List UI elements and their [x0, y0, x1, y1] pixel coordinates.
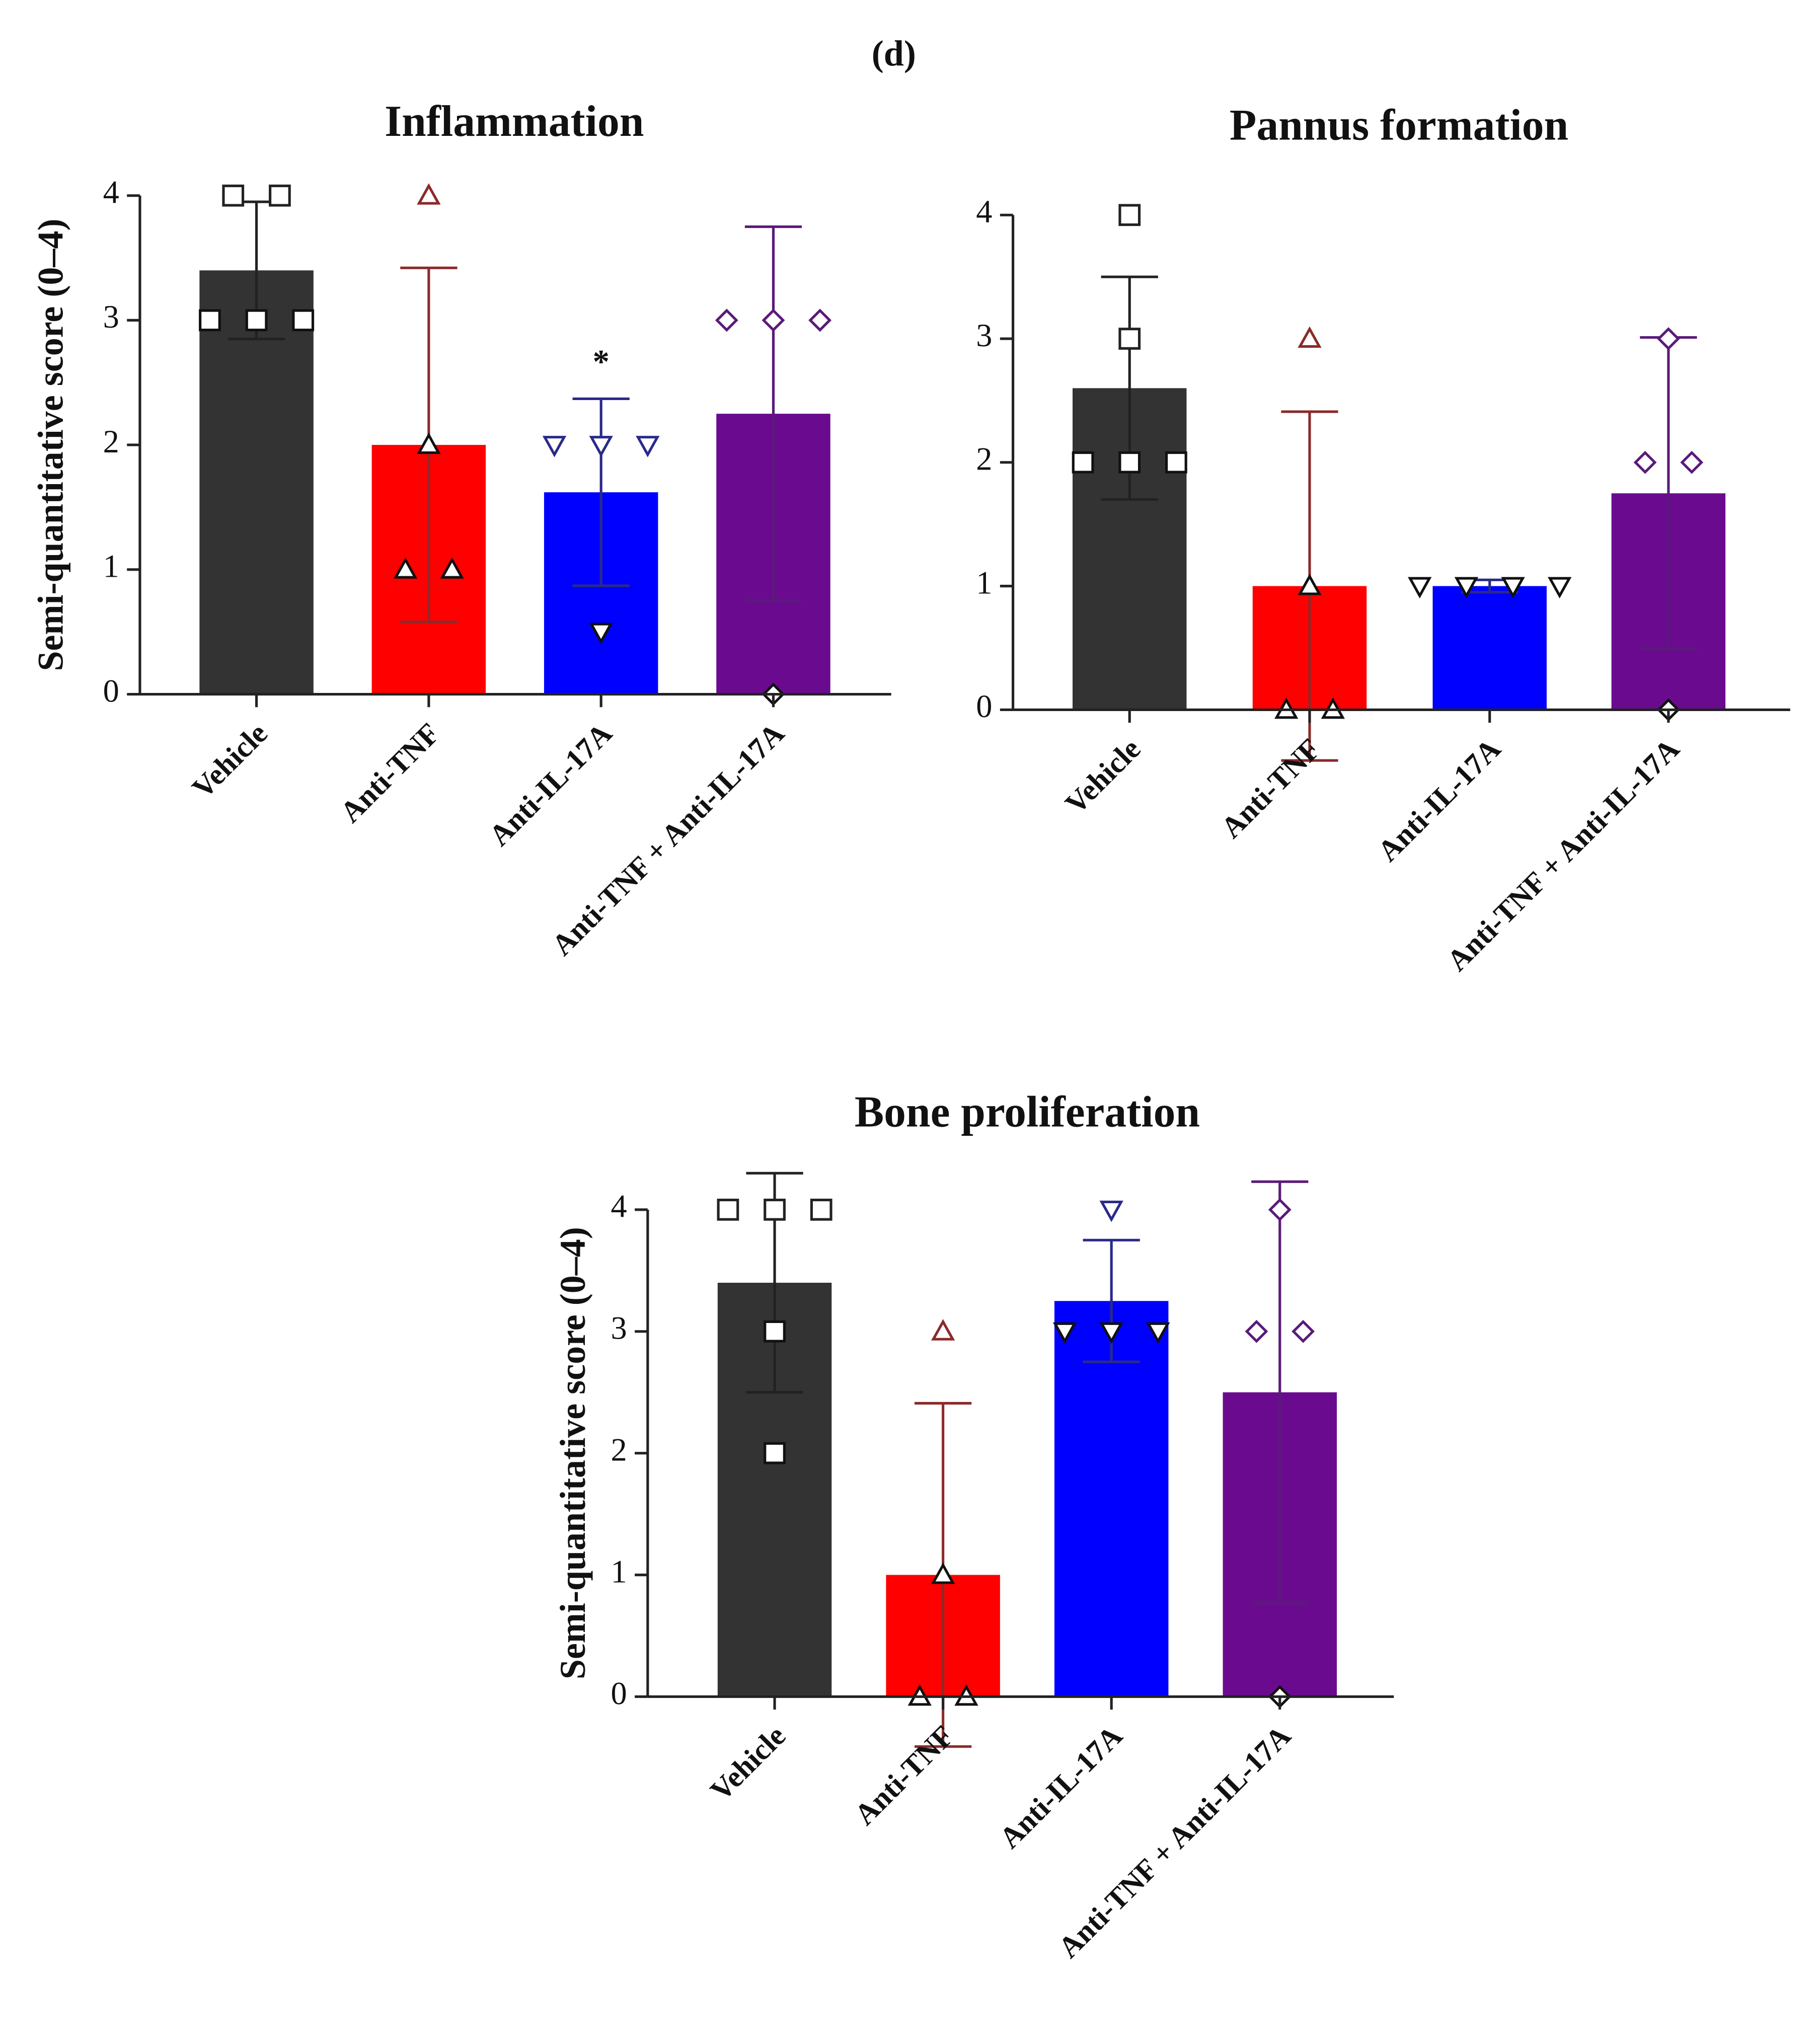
bar — [1432, 586, 1547, 710]
data-point — [1656, 327, 1680, 350]
data-point — [542, 436, 567, 457]
data-point — [1118, 204, 1141, 226]
x-tick-label: Anti-IL-17A — [483, 717, 619, 852]
x-tick-label: Anti-TNF — [848, 1719, 960, 1831]
data-point — [1268, 1198, 1292, 1221]
annotation: * — [592, 343, 609, 380]
data-point — [808, 308, 832, 332]
x-tick-label: Vehicle — [186, 717, 274, 805]
chart-title: Bone proliferation — [855, 1087, 1200, 1136]
data-point — [1072, 451, 1094, 474]
data-point — [589, 622, 613, 645]
data-point — [269, 184, 291, 207]
data-point — [1099, 1322, 1123, 1344]
y-tick-label: 1 — [976, 565, 992, 600]
y-tick-label: 3 — [976, 318, 992, 353]
chart-title: Pannus formation — [1230, 100, 1568, 149]
data-point — [393, 557, 418, 579]
data-point — [199, 309, 221, 332]
y-tick-label: 0 — [611, 1675, 627, 1711]
data-point — [245, 309, 268, 332]
data-point — [931, 1319, 955, 1341]
x-tick-label: Anti-TNF — [1215, 732, 1327, 844]
x-tick-label: Vehicle — [704, 1719, 792, 1807]
data-point — [636, 436, 660, 457]
data-point — [1146, 1322, 1170, 1344]
x-tick-label: Anti-IL-17A — [1371, 732, 1507, 868]
data-point — [717, 1198, 739, 1221]
y-tick-label: 4 — [976, 194, 992, 229]
data-point — [1099, 1200, 1123, 1222]
data-point — [440, 557, 464, 579]
panel-label: (d) — [872, 33, 916, 73]
data-point — [1118, 451, 1141, 474]
y-tick-label: 0 — [976, 688, 992, 724]
chart-title: Inflammation — [385, 97, 644, 145]
data-point — [417, 432, 441, 454]
x-tick-label: Anti-TNF — [334, 717, 446, 829]
x-tick-label: Vehicle — [1058, 732, 1147, 820]
y-tick-label: 2 — [611, 1432, 627, 1467]
data-point — [1245, 1319, 1268, 1343]
data-point — [417, 183, 441, 205]
data-point — [1680, 450, 1704, 474]
data-point — [1298, 574, 1322, 595]
data-point — [1548, 577, 1572, 599]
data-point — [1165, 451, 1187, 474]
y-tick-label: 4 — [611, 1189, 627, 1224]
y-tick-label: 0 — [103, 673, 119, 709]
y-axis-label: Semi-quantitative score (0–4) — [553, 1227, 593, 1679]
data-point — [589, 436, 613, 457]
data-point — [1633, 450, 1657, 474]
data-point — [1408, 577, 1432, 599]
y-tick-label: 3 — [103, 299, 119, 335]
data-point — [1501, 577, 1525, 599]
data-point — [1118, 328, 1141, 350]
y-tick-label: 2 — [976, 441, 992, 477]
data-point — [1454, 577, 1479, 599]
y-tick-label: 1 — [611, 1553, 627, 1589]
x-tick-label: Anti-IL-17A — [993, 1719, 1129, 1855]
y-tick-label: 2 — [103, 424, 119, 459]
data-point — [1052, 1322, 1077, 1344]
bar — [199, 270, 314, 694]
data-point — [222, 184, 245, 207]
bar — [1054, 1301, 1169, 1697]
data-point — [1292, 1319, 1315, 1343]
data-point — [762, 308, 785, 332]
data-point — [764, 1198, 786, 1221]
data-point — [764, 1442, 786, 1464]
data-point — [931, 1563, 955, 1584]
data-point — [292, 309, 315, 332]
data-point — [764, 1320, 786, 1343]
data-point — [810, 1198, 832, 1221]
y-axis-label: Semi-quantitative score (0–4) — [31, 219, 71, 671]
y-tick-label: 3 — [611, 1310, 627, 1346]
data-point — [715, 308, 738, 332]
y-tick-label: 1 — [103, 549, 119, 584]
y-tick-label: 4 — [103, 174, 119, 210]
data-point — [1298, 326, 1322, 348]
